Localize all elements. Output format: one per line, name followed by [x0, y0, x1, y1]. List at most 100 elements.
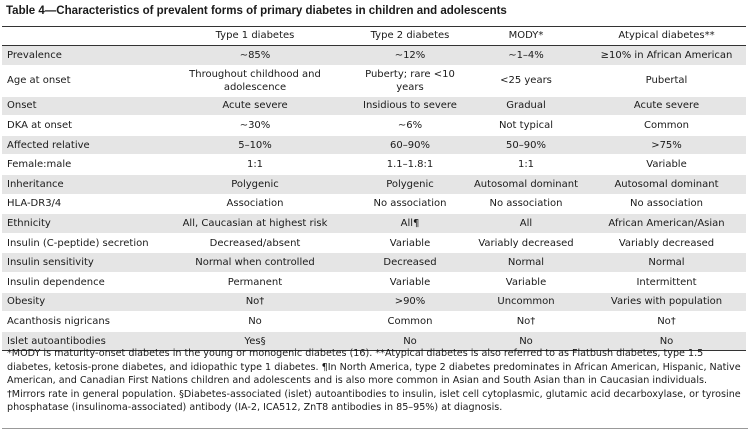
- table-cell: Not typical: [465, 115, 587, 136]
- table-cell: Acute severe: [587, 96, 746, 117]
- table-cell: Variable: [355, 272, 465, 293]
- row-label: HLA-DR3/4: [2, 194, 155, 215]
- table-cell: African American/Asian: [587, 213, 746, 234]
- table-cell: <25 years: [465, 65, 587, 97]
- header-cell: Atypical diabetes**: [587, 26, 746, 46]
- table-row: Insulin dependence Permanent Variable Varia…: [2, 272, 746, 293]
- table-row: Ethnicity All, Caucasian at highest risk A…: [2, 213, 746, 234]
- table-cell: ∼12%: [355, 45, 465, 66]
- table-row: Prevalence ∼85% ∼12% ∼1–4% ≥10% in African A…: [2, 45, 746, 66]
- row-label: Age at onset: [2, 65, 155, 97]
- table-row: Female:male 1:1 1.1–1.8:1 1:1 Variable: [2, 154, 746, 175]
- table-cell: No association: [465, 194, 587, 215]
- table-cell: Gradual: [465, 96, 587, 117]
- table-row: HLA-DR3/4 Association No association No ass…: [2, 194, 746, 215]
- table-cell: Decreased/absent: [155, 233, 355, 254]
- table-row: Islet autoantibodies Yes§ No No No: [2, 331, 746, 352]
- row-label: Female:male: [2, 154, 155, 175]
- table-cell: >75%: [587, 135, 746, 156]
- table-cell: ∼6%: [355, 115, 465, 136]
- table-cell: No: [155, 311, 355, 332]
- table-cell: ∼85%: [155, 45, 355, 66]
- row-label: Islet autoantibodies: [2, 331, 155, 352]
- table-row: Acanthosis nigricans No Common No† No†: [2, 311, 746, 332]
- table-cell: Decreased: [355, 252, 465, 273]
- table-row: Insulin (C-peptide) secretion Decreased/a…: [2, 233, 746, 254]
- table-row: Obesity No† >90% Uncommon Varies with popula…: [2, 292, 746, 313]
- table-cell: Normal: [587, 252, 746, 273]
- table-cell: Yes§: [155, 331, 355, 352]
- row-label: Insulin dependence: [2, 272, 155, 293]
- table-cell: Common: [355, 311, 465, 332]
- row-label: Obesity: [2, 292, 155, 313]
- table-cell: Variably decreased: [587, 233, 746, 254]
- table-cell: Association: [155, 194, 355, 215]
- header-cell: [2, 26, 155, 46]
- table-title: Table 4—Characteristics of prevalent for…: [6, 5, 507, 17]
- table-cell: Insidious to severe: [355, 96, 465, 117]
- footnote: *MODY is maturity-onset diabetes in the …: [2, 344, 748, 429]
- row-label: Prevalence: [2, 45, 155, 66]
- table-cell: Normal: [465, 252, 587, 273]
- table-cell: Common: [587, 115, 746, 136]
- table-cell: No†: [465, 311, 587, 332]
- table-cell: Acute severe: [155, 96, 355, 117]
- table-cell: 60–90%: [355, 135, 465, 156]
- table-row: Onset Acute severe Insidious to severe Grad…: [2, 96, 746, 117]
- table-cell: ∼30%: [155, 115, 355, 136]
- row-label: Inheritance: [2, 174, 155, 195]
- table-cell: Throughout childhood and adolescence: [155, 65, 355, 97]
- row-label: Onset: [2, 96, 155, 117]
- table-cell: 1.1–1.8:1: [355, 154, 465, 175]
- header-cell: Type 1 diabetes: [155, 26, 355, 46]
- table-cell: Variable: [355, 233, 465, 254]
- table-cell: No association: [587, 194, 746, 215]
- table-cell: Polygenic: [155, 174, 355, 195]
- row-label: Affected relative: [2, 135, 155, 156]
- row-label: Insulin (C-peptide) secretion: [2, 233, 155, 254]
- table-cell: Polygenic: [355, 174, 465, 195]
- table-cell: 50–90%: [465, 135, 587, 156]
- table-cell: Puberty; rare <10 years: [355, 65, 465, 97]
- table-cell: Permanent: [155, 272, 355, 293]
- table-row: Age at onset Throughout childhood and ado…: [2, 65, 746, 97]
- table-cell: >90%: [355, 292, 465, 313]
- table-cell: ≥10% in African American: [587, 45, 746, 66]
- table-row: DKA at onset ∼30% ∼6% Not typical Common: [2, 115, 746, 136]
- table-cell: ∼1–4%: [465, 45, 587, 66]
- table-cell: Autosomal dominant: [465, 174, 587, 195]
- table-cell: No†: [155, 292, 355, 313]
- table-cell: All¶: [355, 213, 465, 234]
- header-cell: Type 2 diabetes: [355, 26, 465, 46]
- row-label: Acanthosis nigricans: [2, 311, 155, 332]
- table-cell: No†: [587, 311, 746, 332]
- header-cell: MODY*: [465, 26, 587, 46]
- row-label: Ethnicity: [2, 213, 155, 234]
- table-row: Inheritance Polygenic Polygenic Autosomal d…: [2, 174, 746, 195]
- table-cell: All, Caucasian at highest risk: [155, 213, 355, 234]
- table-row: Affected relative 5–10% 60–90% 50–90% >75%: [2, 135, 746, 156]
- table-cell: 1:1: [465, 154, 587, 175]
- table-cell: No association: [355, 194, 465, 215]
- table-cell: Uncommon: [465, 292, 587, 313]
- table-cell: 1:1: [155, 154, 355, 175]
- table-cell: Variable: [465, 272, 587, 293]
- table-cell: All: [465, 213, 587, 234]
- table-row: Insulin sensitivity Normal when controlle…: [2, 252, 746, 273]
- header-row: Type 1 diabetes Type 2 diabetes MODY* Atypi…: [2, 26, 746, 46]
- table-cell: Pubertal: [587, 65, 746, 97]
- row-label: Insulin sensitivity: [2, 252, 155, 273]
- table-cell: Autosomal dominant: [587, 174, 746, 195]
- table-cell: Intermittent: [587, 272, 746, 293]
- row-label: DKA at onset: [2, 115, 155, 136]
- table-cell: Variable: [587, 154, 746, 175]
- data-table: Type 1 diabetes Type 2 diabetes MODY* Atypi…: [2, 26, 746, 352]
- table-cell: 5–10%: [155, 135, 355, 156]
- table-cell: No: [465, 331, 587, 352]
- table-cell: No: [587, 331, 746, 352]
- table-cell: No: [355, 331, 465, 352]
- table-cell: Normal when controlled: [155, 252, 355, 273]
- table-cell: Variably decreased: [465, 233, 587, 254]
- table-cell: Varies with population: [587, 292, 746, 313]
